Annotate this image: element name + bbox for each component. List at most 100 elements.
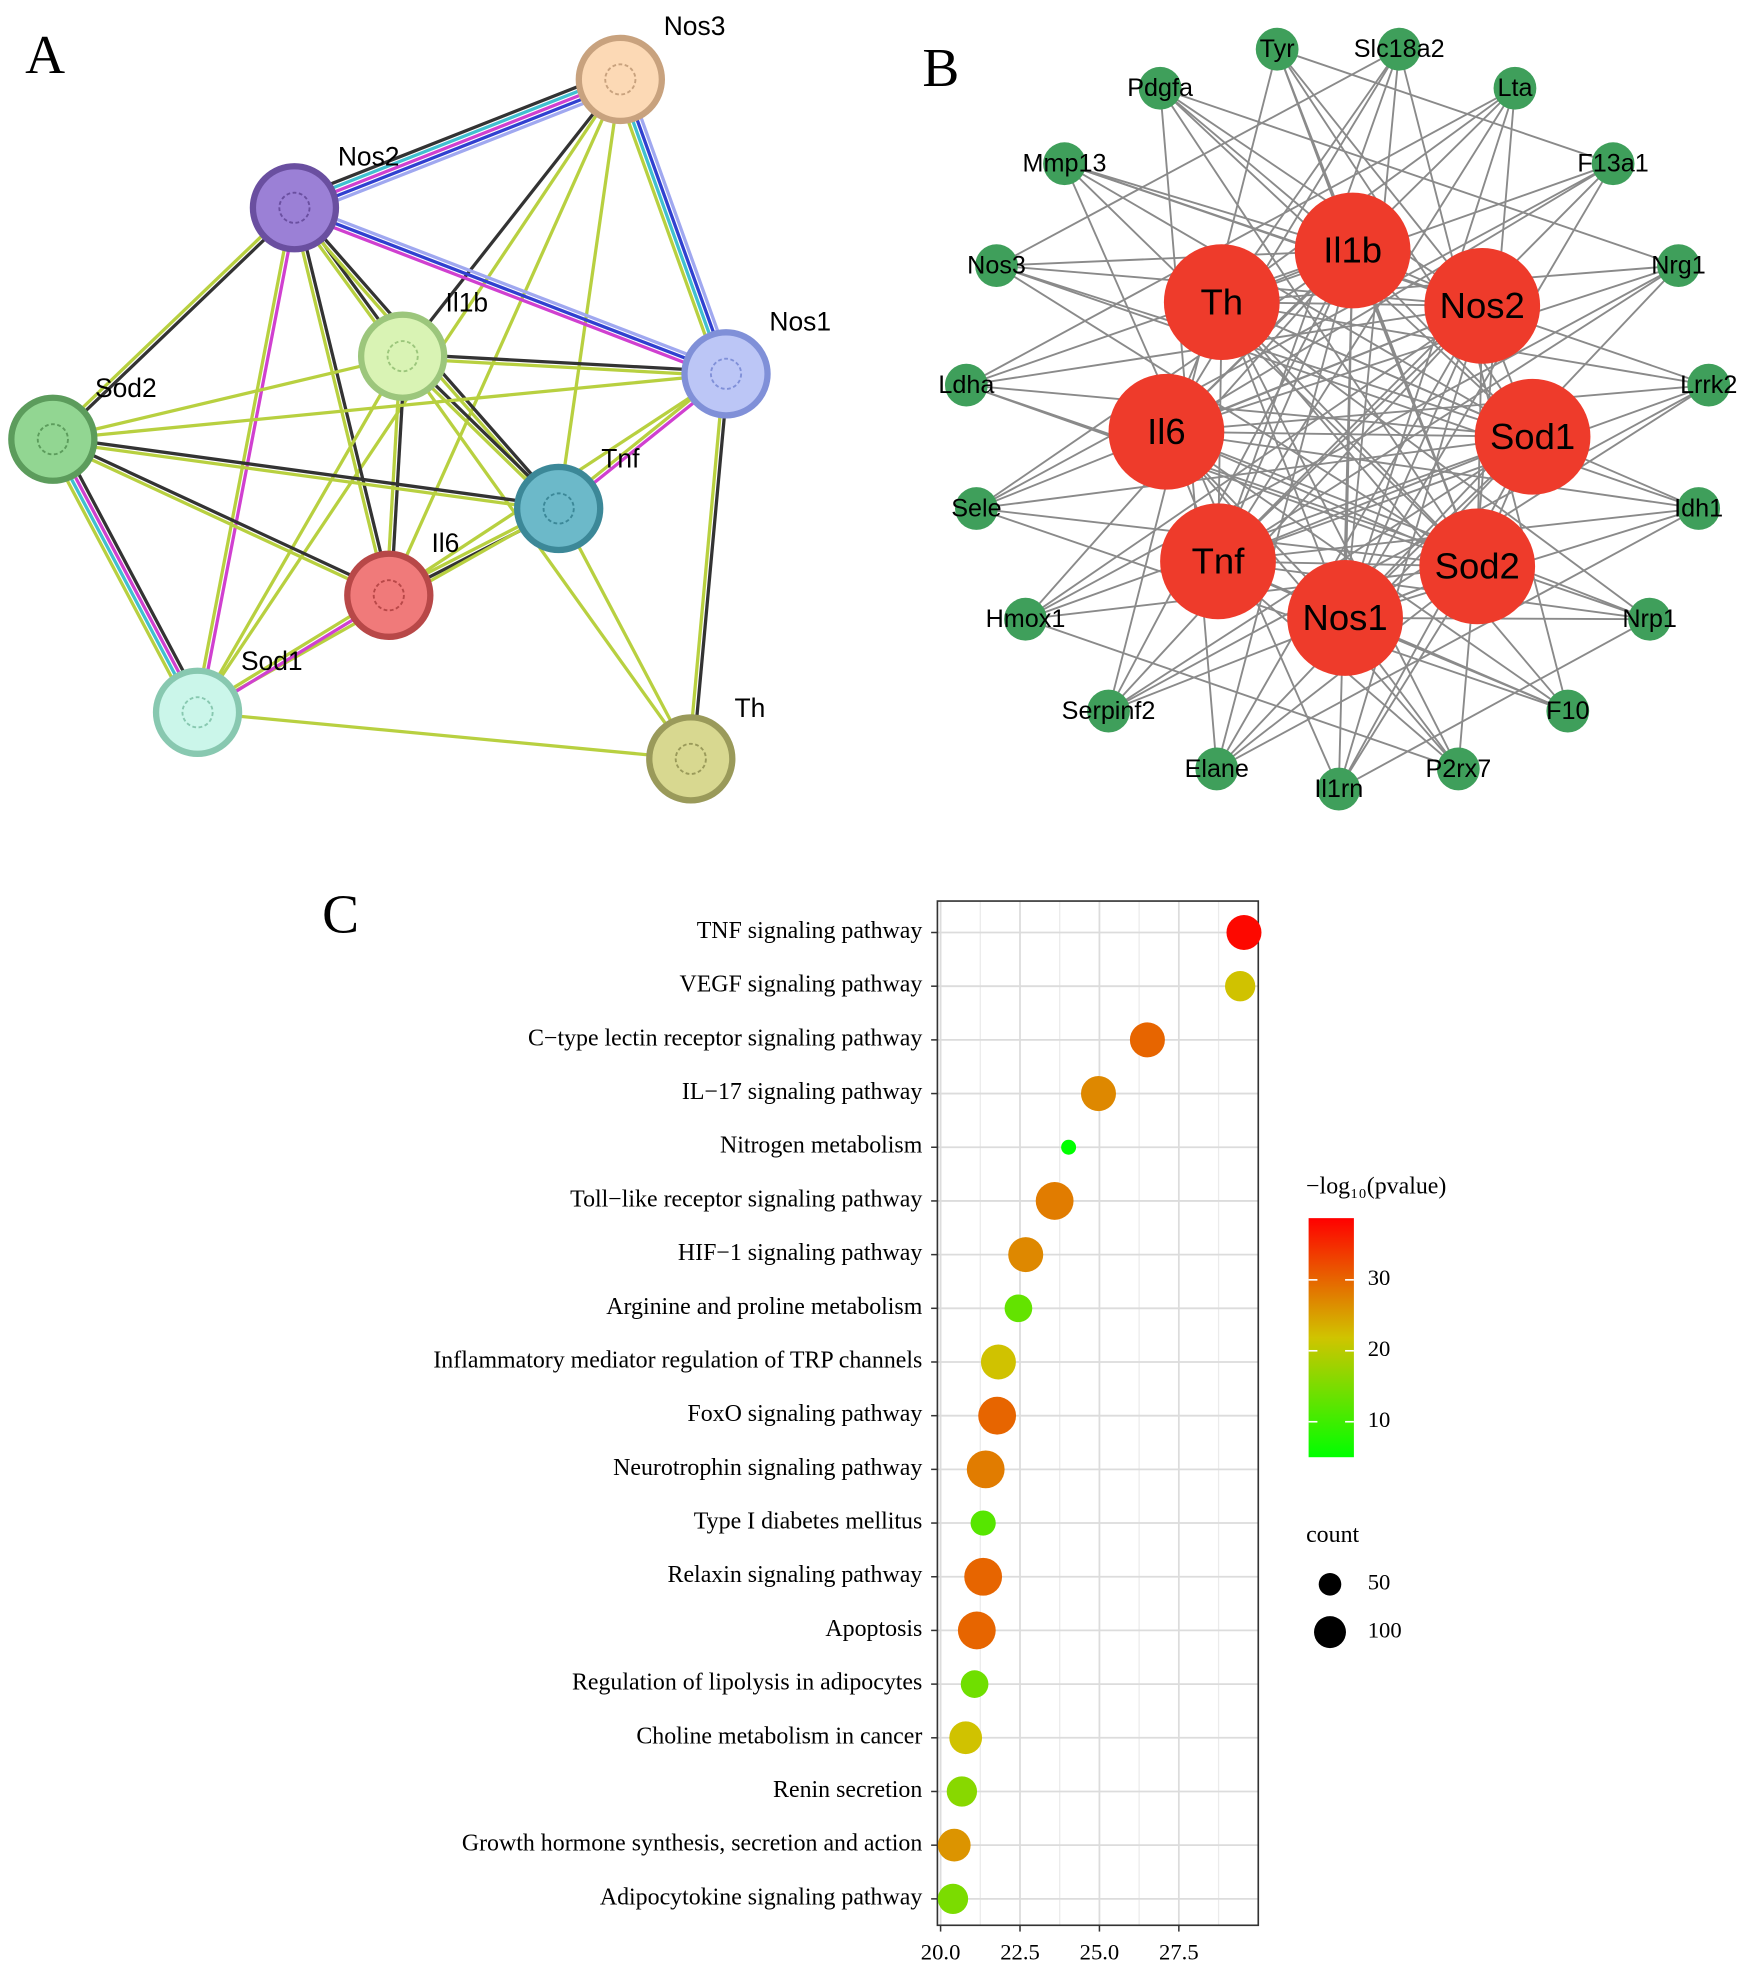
network-node — [8, 394, 98, 484]
node-label: Il6 — [431, 528, 459, 558]
y-tick-label: FoxO signaling pathway — [687, 1401, 922, 1427]
node-icon — [604, 63, 637, 96]
dot — [957, 1611, 996, 1650]
hub-node — [1108, 373, 1225, 490]
edge — [1166, 264, 1679, 433]
edge — [1025, 264, 1679, 621]
neighbor-label: Nrg1 — [1651, 252, 1706, 280]
y-tick-label: Relaxin signaling pathway — [668, 1562, 923, 1588]
dot — [949, 1721, 983, 1755]
edge — [1216, 507, 1700, 770]
edge — [1165, 48, 1401, 433]
edge — [557, 507, 693, 760]
edge — [557, 79, 622, 509]
neighbor-label: Elane — [1185, 755, 1249, 783]
edge — [1221, 301, 1569, 712]
dot — [937, 1883, 969, 1915]
dot — [1225, 971, 1256, 1002]
y-tick-label: Toll−like receptor signaling pathway — [570, 1186, 922, 1212]
edge — [1215, 305, 1484, 770]
edge — [1025, 618, 1459, 770]
edge — [1024, 305, 1483, 620]
neighbor-label: Ldha — [938, 371, 994, 399]
neighbor-label: Tyr — [1260, 35, 1295, 63]
y-tick-label: Choline metabolism in cancer — [636, 1723, 922, 1749]
dot — [980, 1344, 1016, 1380]
edge — [297, 86, 625, 218]
neighbor-node — [1493, 66, 1537, 110]
edge — [966, 249, 1353, 387]
edge — [1107, 48, 1279, 712]
y-tick-label: Nitrogen metabolism — [720, 1133, 923, 1159]
y-tick-label: Inflammatory mediator regulation of TRP … — [433, 1347, 922, 1373]
x-tick-label: 20.0 — [921, 1939, 961, 1964]
neighbor-label: Serpinf2 — [1062, 697, 1156, 725]
hub-label: Il6 — [1147, 411, 1186, 452]
edge — [1221, 301, 1700, 510]
edge — [387, 78, 622, 596]
node-icon — [278, 191, 311, 224]
dot — [960, 1670, 989, 1698]
dot — [937, 1828, 971, 1862]
edge — [196, 355, 405, 714]
neighbor-node — [1687, 363, 1731, 407]
hub-label: Il1b — [1323, 230, 1382, 271]
y-tick-label: Arginine and proline metabolism — [606, 1294, 922, 1320]
edge — [52, 435, 560, 508]
hub-node — [1419, 508, 1536, 625]
edge — [965, 87, 1516, 386]
node-icon — [36, 423, 69, 456]
edge — [193, 207, 294, 713]
edge — [612, 81, 722, 377]
dot — [1008, 1237, 1044, 1273]
y-tick-label: IL−17 signaling pathway — [682, 1079, 922, 1105]
neighbor-node — [1043, 142, 1086, 186]
dot — [946, 1776, 978, 1807]
edge — [966, 384, 1478, 568]
node-label: Il1b — [446, 288, 489, 318]
neighbor-label: Lta — [1497, 74, 1532, 102]
y-tick-label: C−type lectin receptor signaling pathway — [528, 1025, 922, 1051]
node-icon — [372, 579, 405, 612]
network-node — [152, 667, 243, 757]
neighbor-node — [1317, 767, 1361, 811]
size-legend-label: 50 — [1368, 1569, 1391, 1594]
y-tick-label: Growth hormone synthesis, secretion and … — [462, 1831, 923, 1857]
edge — [1159, 87, 1679, 267]
edge — [1063, 163, 1478, 568]
neighbor-label: Slc18a2 — [1354, 35, 1445, 63]
neighbor-label: Lrrk2 — [1680, 371, 1737, 399]
edge — [295, 202, 729, 372]
edge — [52, 354, 404, 441]
node-label: Nos2 — [338, 142, 400, 172]
neighbor-node — [1628, 597, 1671, 641]
edge — [976, 507, 1569, 712]
neighbor-node — [944, 363, 988, 407]
neighbor-label: Pdgfa — [1127, 74, 1193, 102]
hub-node — [1474, 378, 1591, 495]
colorbar — [1308, 1218, 1354, 1458]
size-legend-label: 100 — [1368, 1617, 1402, 1642]
network-node — [344, 550, 434, 640]
edge — [295, 81, 623, 214]
plot-border — [936, 900, 1260, 1927]
x-tick-label: 22.5 — [1000, 1939, 1040, 1964]
y-tick-label: Neurotrophin signaling pathway — [613, 1455, 922, 1481]
edge — [198, 207, 299, 714]
x-tick-label: 27.5 — [1159, 1939, 1199, 1964]
panel-label: B — [922, 37, 959, 98]
edge — [1107, 305, 1483, 712]
edge — [292, 73, 620, 206]
neighbor-node — [1087, 689, 1130, 733]
neighbor-node — [1195, 747, 1239, 791]
network-node — [249, 163, 340, 253]
edge — [292, 210, 726, 380]
dot — [1061, 1139, 1077, 1155]
hub-label: Nos1 — [1303, 597, 1388, 638]
hub-label: Sod2 — [1435, 546, 1520, 587]
dot — [970, 1510, 996, 1536]
edge — [1398, 48, 1569, 712]
node-label: Sod1 — [241, 646, 303, 676]
neighbor-node — [1677, 487, 1721, 530]
